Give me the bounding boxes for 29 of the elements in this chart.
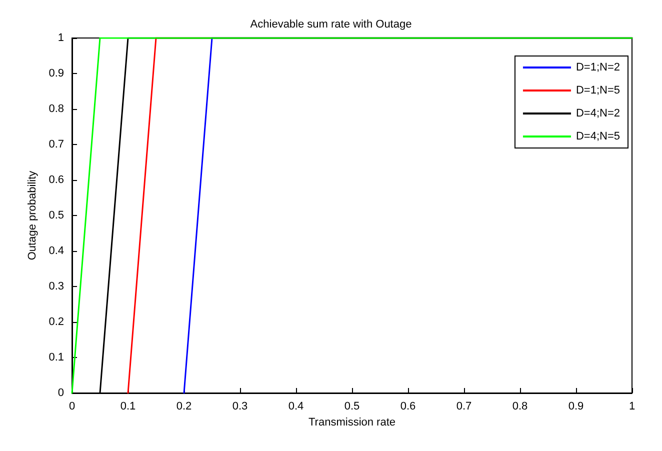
y-tick-label: 1 <box>58 32 64 44</box>
y-tick-label: 0.8 <box>48 103 64 115</box>
x-tick-label: 0.7 <box>456 400 472 412</box>
legend-label: D=4;N=2 <box>576 108 620 120</box>
y-axis-title: Outage probability <box>26 170 38 260</box>
legend-label: D=1;N=2 <box>576 62 620 74</box>
chart-title: Achievable sum rate with Outage <box>250 18 412 30</box>
y-tick-label: 0.2 <box>48 316 64 328</box>
y-tick-label: 0.9 <box>48 68 64 80</box>
y-tick-label: 0.5 <box>48 210 64 222</box>
x-tick-label: 0.9 <box>568 400 584 412</box>
x-tick-label: 1 <box>628 400 636 412</box>
x-tick-label: 0.5 <box>344 400 360 412</box>
y-tick-label: 0.1 <box>48 352 64 364</box>
x-tick-label: 0.8 <box>512 400 528 412</box>
y-tick-label: 0.7 <box>48 138 64 150</box>
x-tick-label: 0.1 <box>120 400 136 412</box>
y-tick-label: 0 <box>58 387 64 399</box>
x-tick-label: 0.6 <box>400 400 416 412</box>
x-tick-label: 0.2 <box>176 400 192 412</box>
legend-label: D=4;N=5 <box>576 130 620 142</box>
legend-label: D=1;N=5 <box>576 84 620 96</box>
x-tick-label: 0.3 <box>232 400 248 412</box>
y-tick-label: 0.6 <box>48 174 64 186</box>
x-axis-title: Transmission rate <box>308 416 396 428</box>
y-tick-label: 0.3 <box>48 280 64 292</box>
x-tick-label: 0.4 <box>288 400 304 412</box>
y-tick-label: 0.4 <box>48 245 64 257</box>
x-tick-label: 0 <box>68 400 76 412</box>
